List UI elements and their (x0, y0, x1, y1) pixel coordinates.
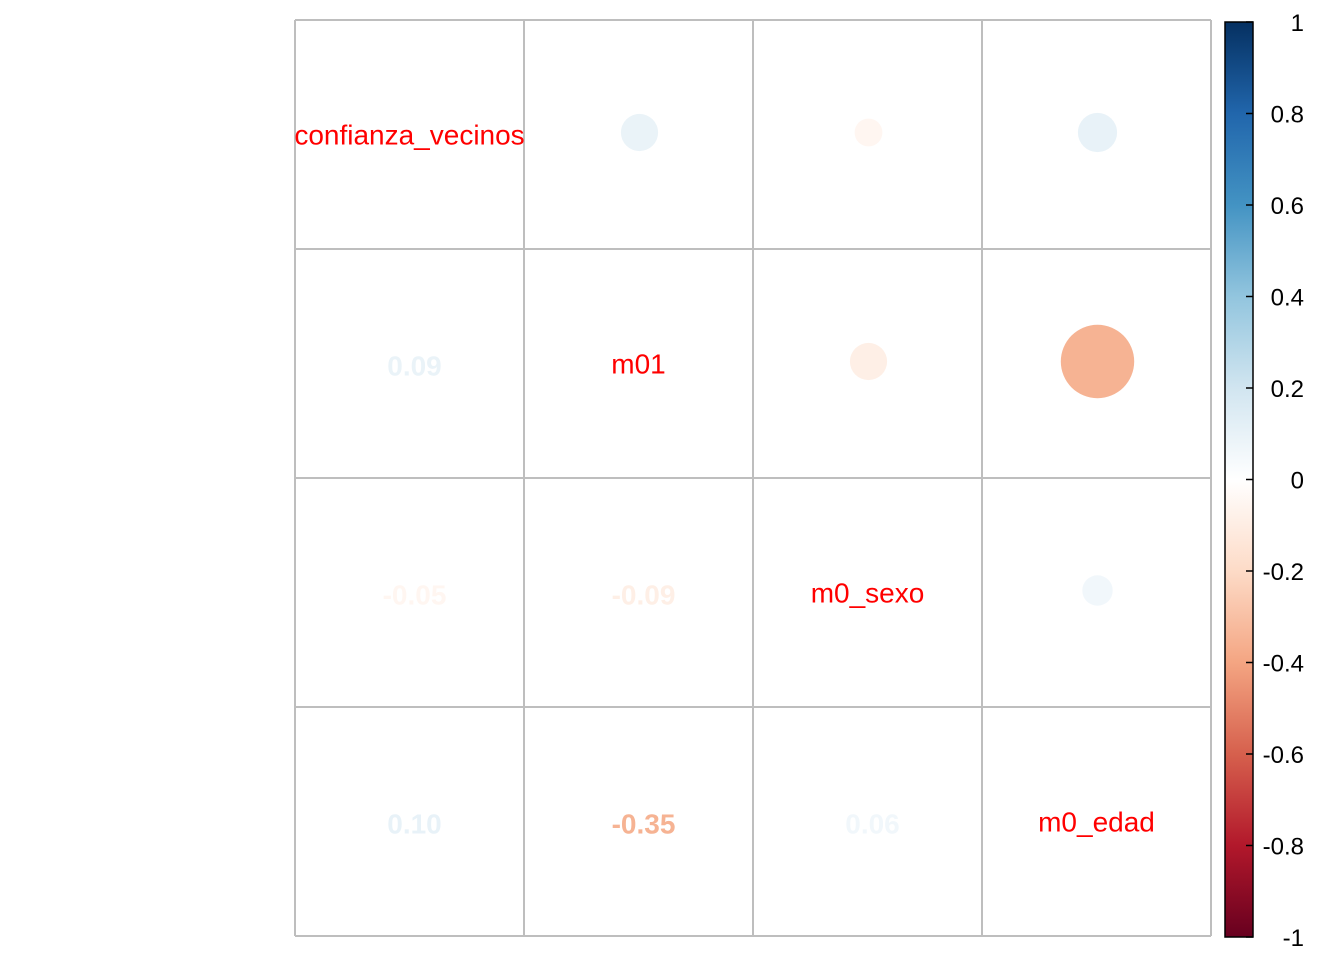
colorbar-tick-label: -1 (1283, 925, 1304, 952)
correlation-circle (1060, 324, 1135, 399)
correlation-circle (849, 342, 888, 381)
colorbar-tick-label: 0 (1291, 468, 1304, 495)
colorbar-tick-label: -0.4 (1263, 651, 1304, 678)
correlation-value: -0.35 (612, 809, 676, 840)
correlation-value: -0.05 (383, 580, 447, 611)
correlation-circle (1082, 575, 1113, 606)
variable-label: m01 (611, 349, 665, 380)
variable-label: confianza_vecinos (294, 120, 524, 151)
correlation-circle (620, 113, 659, 152)
correlation-value: 0.10 (387, 809, 442, 840)
colorbar-tick-label: -0.2 (1263, 559, 1304, 586)
correlation-cells: confianza_vecinos m01 m0_sexo m0_edad 0.09 -0… (294, 112, 1155, 840)
variable-label: m0_sexo (811, 578, 925, 609)
colorbar-tick-label: -0.8 (1263, 834, 1304, 861)
correlation-circle (854, 118, 883, 147)
correlation-value: 0.09 (387, 351, 442, 382)
colorbar-tick-label: 0.4 (1271, 285, 1304, 312)
colorbar-tick-label: 0.2 (1271, 376, 1304, 403)
colorbar-tick-label: -0.6 (1263, 742, 1304, 769)
correlation-value: -0.09 (612, 580, 676, 611)
variable-label: m0_edad (1038, 807, 1155, 838)
correlation-value: 0.06 (845, 809, 900, 840)
correlation-grid (294, 19, 1212, 937)
color-legend: 1 0.8 0.6 0.4 0.2 0 -0.2 -0.4 -0.6 -0.8 -1 (1224, 10, 1304, 952)
colorbar-tick-label: 0.6 (1271, 193, 1304, 220)
colorbar-tick-label: 0.8 (1271, 102, 1304, 129)
colorbar-tick-label: 1 (1291, 10, 1304, 37)
correlation-circle (1077, 112, 1118, 153)
